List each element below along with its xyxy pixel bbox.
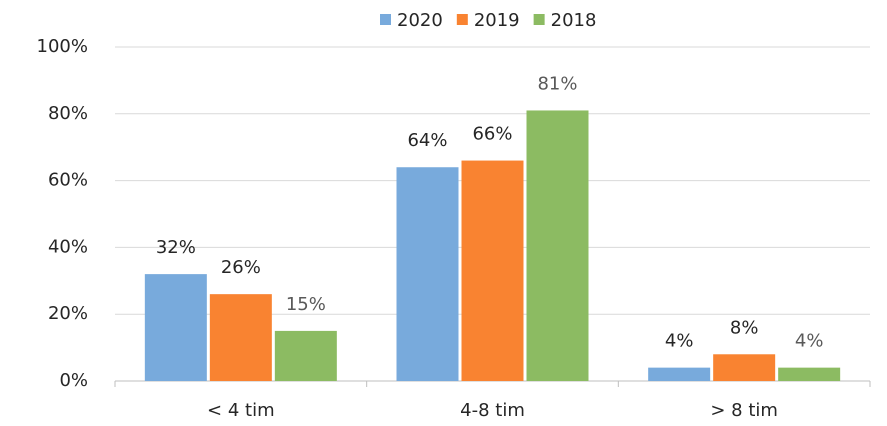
bar [209,294,272,381]
bar [526,110,589,382]
data-label: 64% [407,130,447,151]
y-tick-label: 0% [59,370,88,391]
x-tick-label: > 8 tim [710,400,778,421]
bar [274,330,337,381]
legend-swatch [380,14,391,25]
y-tick-label: 40% [48,236,88,257]
x-tick-label: 4-8 tim [460,400,525,421]
data-label: 8% [730,317,759,338]
legend-swatch [533,14,545,25]
bar [713,354,776,381]
bar [144,274,207,381]
data-label: 32% [156,237,196,258]
legend-label: 2020 [397,10,443,31]
bar [461,160,524,381]
y-tick-label: 100% [37,36,88,57]
y-tick-label: 20% [48,303,88,324]
data-label: 66% [472,124,512,145]
bar [396,167,459,381]
bar [648,367,711,381]
x-tick-label: < 4 tim [207,400,275,421]
data-label: 26% [221,257,261,278]
y-tick-label: 80% [48,103,88,124]
legend-swatch [456,14,468,25]
data-label: 4% [795,331,824,352]
bar [778,367,841,381]
legend-label: 2019 [474,10,520,31]
data-label: 4% [665,331,694,352]
legend-label: 2018 [551,10,597,31]
data-label: 81% [537,73,577,94]
y-tick-label: 60% [48,170,88,191]
data-label: 15% [286,294,326,315]
